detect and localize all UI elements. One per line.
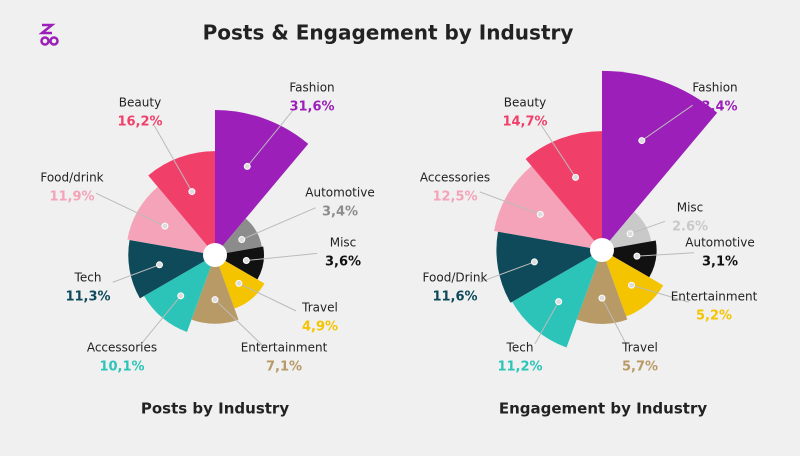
center-hole <box>590 238 614 262</box>
center-hole <box>203 243 227 267</box>
logo-o <box>40 36 50 46</box>
category-label: Tech <box>506 341 534 355</box>
category-label: Tech <box>74 271 102 285</box>
leader-dot <box>177 292 185 300</box>
sector <box>215 218 262 255</box>
sector <box>191 255 239 324</box>
category-label: Travel <box>301 301 338 315</box>
leader-dot <box>155 261 163 269</box>
leader-dot <box>188 188 196 196</box>
category-label: Automotive <box>685 236 754 250</box>
category-label: Food/Drink <box>423 271 488 285</box>
leader-dot <box>555 298 563 306</box>
leader-line <box>629 220 666 235</box>
leader-line <box>246 108 295 167</box>
category-label: Fashion <box>692 81 737 95</box>
value-label: 31,6% <box>289 100 334 115</box>
value-label: 5,7% <box>622 360 658 375</box>
chart-title: Posts by Industry <box>141 400 289 418</box>
category-label: Misc <box>330 236 357 250</box>
sector <box>148 151 215 255</box>
logo-z <box>38 23 56 35</box>
logo <box>38 23 59 46</box>
category-label: Beauty <box>504 96 546 110</box>
chart-title: Engagement by Industry <box>499 400 707 418</box>
leader-line <box>112 264 160 283</box>
sector <box>128 239 215 299</box>
sector <box>215 246 264 280</box>
value-label: 5,2% <box>696 309 732 324</box>
leader-line <box>241 207 316 240</box>
leader-line <box>641 104 693 141</box>
leader-dot <box>626 230 634 238</box>
leader-dot <box>638 137 646 145</box>
sector <box>602 240 657 278</box>
leader-dot <box>238 236 246 244</box>
page-title: Posts & Engagement by Industry <box>203 21 574 45</box>
leader-line <box>534 301 560 345</box>
logo-o <box>49 36 59 46</box>
leader-dot <box>242 257 250 265</box>
value-label: 14,7% <box>502 115 547 130</box>
leader-line <box>540 124 576 178</box>
category-label: Accessories <box>420 171 490 185</box>
leader-line <box>601 297 627 344</box>
value-label: 11,9% <box>49 190 94 205</box>
sector <box>602 211 652 250</box>
leader-dot <box>598 294 606 302</box>
value-label: 3,4% <box>322 205 358 220</box>
value-label: 11,6% <box>432 290 477 305</box>
value-label: 3,1% <box>702 255 738 270</box>
leader-line <box>153 125 193 192</box>
leader-dot <box>530 258 538 266</box>
leader-line <box>214 299 265 348</box>
leader-line <box>636 252 695 257</box>
sector <box>525 131 602 250</box>
value-label: 7,1% <box>266 360 302 375</box>
value-label: 33,4% <box>692 100 737 115</box>
leader-line <box>246 252 318 262</box>
leader-dot <box>633 252 641 260</box>
value-label: 3,6% <box>325 255 361 270</box>
leader-dot <box>161 222 169 230</box>
category-label: Food/drink <box>40 171 103 185</box>
leader-dot <box>235 279 243 287</box>
leader-line <box>479 261 535 283</box>
leader-dot <box>243 162 251 170</box>
value-label: 11,2% <box>497 360 542 375</box>
leader-line <box>95 192 166 227</box>
leader-dot <box>572 173 580 181</box>
value-label: 16,2% <box>117 115 162 130</box>
leader-line <box>238 282 297 312</box>
sector <box>496 231 602 303</box>
category-label: Beauty <box>119 96 161 110</box>
sector <box>127 186 215 255</box>
category-label: Entertainment <box>241 341 328 355</box>
category-label: Misc <box>677 201 704 215</box>
sector <box>494 166 602 250</box>
sector <box>602 70 718 250</box>
value-label: 11,3% <box>65 290 110 305</box>
value-label: 10,1% <box>99 360 144 375</box>
leader-dot <box>536 210 544 218</box>
value-label: 4,9% <box>302 320 338 335</box>
category-label: Fashion <box>289 81 334 95</box>
sector <box>215 109 309 255</box>
category-label: Entertainment <box>671 290 758 304</box>
category-label: Automotive <box>305 186 374 200</box>
value-label: 2.6% <box>672 220 708 235</box>
category-label: Travel <box>621 341 658 355</box>
leader-dot <box>628 281 636 289</box>
leader-line <box>139 295 182 346</box>
category-label: Accessories <box>87 341 157 355</box>
value-label: 12,5% <box>432 190 477 205</box>
leader-line <box>479 191 541 215</box>
sector <box>576 250 628 325</box>
leader-dot <box>211 296 219 304</box>
leader-line <box>631 284 689 303</box>
